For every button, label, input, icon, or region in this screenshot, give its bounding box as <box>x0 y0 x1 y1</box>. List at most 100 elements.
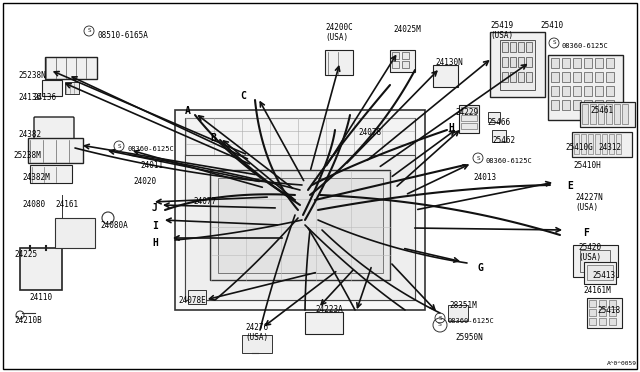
Bar <box>188 290 206 304</box>
Bar <box>55 218 95 248</box>
Text: 25419
(USA): 25419 (USA) <box>490 21 513 41</box>
Bar <box>606 58 614 68</box>
Bar <box>573 245 618 277</box>
Bar <box>210 170 390 280</box>
Bar <box>573 100 581 110</box>
Bar <box>42 80 62 96</box>
Bar <box>548 55 623 120</box>
Bar <box>609 309 616 316</box>
Text: 24229: 24229 <box>455 108 478 117</box>
Text: 24225: 24225 <box>14 250 37 259</box>
Text: 24223A: 24223A <box>315 305 343 314</box>
Bar <box>305 312 343 334</box>
Bar <box>461 123 477 129</box>
Text: 25410G: 25410G <box>565 143 593 152</box>
Text: 24080: 24080 <box>22 200 45 209</box>
Bar <box>582 104 588 124</box>
Text: 24078E: 24078E <box>178 296 205 305</box>
Bar <box>599 309 606 316</box>
Bar <box>30 165 72 183</box>
Bar <box>492 130 506 142</box>
Text: I: I <box>152 221 158 231</box>
Bar <box>580 250 610 272</box>
Bar <box>609 318 616 325</box>
Bar <box>562 86 570 96</box>
Text: 24382M: 24382M <box>22 173 50 182</box>
Bar <box>572 132 632 157</box>
Bar <box>595 58 603 68</box>
Bar <box>526 72 532 82</box>
Text: S: S <box>552 41 556 45</box>
Bar <box>488 112 500 122</box>
Bar <box>510 57 516 67</box>
Text: 24200C
(USA): 24200C (USA) <box>325 23 353 42</box>
Text: 24077: 24077 <box>193 197 216 206</box>
Bar <box>595 100 603 110</box>
Bar <box>28 138 83 163</box>
Text: 25238M: 25238M <box>13 151 41 160</box>
Bar <box>551 100 559 110</box>
Bar <box>609 300 616 307</box>
Bar <box>581 134 586 154</box>
Text: 24011: 24011 <box>140 161 163 170</box>
Bar <box>518 42 524 52</box>
Bar <box>526 42 532 52</box>
Bar <box>526 57 532 67</box>
Bar <box>584 100 592 110</box>
Text: 24020: 24020 <box>133 177 156 186</box>
Bar <box>185 155 415 300</box>
Text: E: E <box>567 181 573 191</box>
Text: 25238N: 25238N <box>18 71 45 80</box>
FancyBboxPatch shape <box>34 117 74 139</box>
Bar <box>392 61 399 68</box>
Bar <box>573 86 581 96</box>
Text: S: S <box>438 315 442 321</box>
Bar <box>587 265 613 280</box>
Bar <box>574 134 579 154</box>
Bar <box>609 134 614 154</box>
Bar <box>588 134 593 154</box>
Bar <box>573 58 581 68</box>
Bar <box>218 178 383 273</box>
Text: 25462: 25462 <box>492 136 515 145</box>
Bar <box>390 50 415 72</box>
Bar <box>606 72 614 82</box>
Text: S: S <box>438 323 442 327</box>
Bar <box>45 57 97 79</box>
Text: A: A <box>185 106 191 116</box>
Bar <box>562 100 570 110</box>
Bar <box>562 58 570 68</box>
Text: 08360-6125C: 08360-6125C <box>448 318 495 324</box>
Text: 24276
(USA): 24276 (USA) <box>245 323 268 342</box>
Text: J: J <box>152 203 158 213</box>
Bar <box>595 134 600 154</box>
Text: 25461: 25461 <box>590 106 613 115</box>
Text: 25950N: 25950N <box>455 333 483 342</box>
Text: F: F <box>583 228 589 238</box>
Bar <box>510 42 516 52</box>
Text: 24161M: 24161M <box>583 286 611 295</box>
Bar <box>614 104 620 124</box>
Bar <box>402 61 409 68</box>
Bar <box>580 102 635 127</box>
Bar <box>502 42 508 52</box>
Text: H: H <box>152 238 158 248</box>
Bar <box>461 107 477 113</box>
Bar <box>551 72 559 82</box>
Text: 24136: 24136 <box>18 93 41 102</box>
Text: 08360-6125C: 08360-6125C <box>562 43 609 49</box>
Bar <box>587 298 622 328</box>
Bar <box>598 104 604 124</box>
Bar <box>584 262 616 284</box>
Text: S: S <box>117 144 121 148</box>
Bar <box>461 115 477 121</box>
Bar <box>589 318 596 325</box>
Bar <box>562 72 570 82</box>
Bar <box>595 86 603 96</box>
Bar <box>502 72 508 82</box>
Bar <box>185 118 415 300</box>
Bar <box>518 72 524 82</box>
Text: S: S <box>476 155 480 160</box>
Bar <box>616 134 621 154</box>
Text: 24136: 24136 <box>33 93 56 102</box>
